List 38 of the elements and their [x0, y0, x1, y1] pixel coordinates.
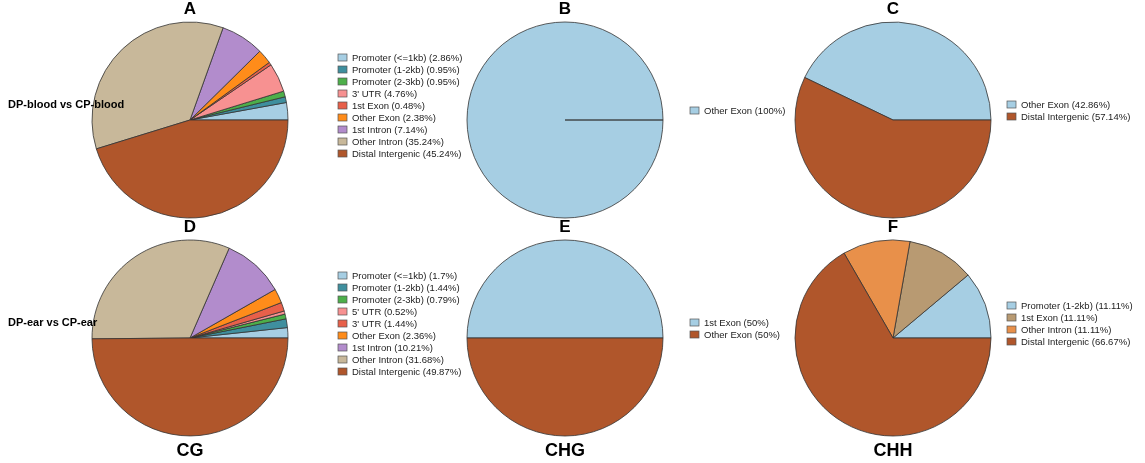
- text: DP-blood vs CP-blood: [8, 98, 125, 110]
- legend-label: Distal Intergenic (66.67%): [1021, 336, 1131, 347]
- legend-label: Other Exon (2.36%): [352, 330, 436, 341]
- legend-label: Other Exon (42.86%): [1021, 99, 1111, 110]
- chart-title: A: [183, 0, 197, 18]
- legend-label: Other Exon (2.38%): [352, 112, 436, 123]
- legend-label: Other Exon (100%): [704, 105, 786, 116]
- text: CHG: [545, 440, 585, 460]
- legend-label: Distal Intergenic (57.14%): [1021, 111, 1131, 122]
- chart-title: D: [183, 217, 197, 236]
- legend-label: 3' UTR (4.76%): [352, 88, 418, 99]
- legend-label: Other Intron (31.68%): [352, 354, 444, 365]
- legend-label: 5' UTR (0.52%): [352, 306, 418, 317]
- legend-label: 1st Exon (0.48%): [352, 100, 425, 111]
- legend-label: 1st Exon (11.11%): [1021, 312, 1098, 323]
- legend-label: Promoter (1-2kb) (0.95%): [352, 64, 460, 75]
- text: CHH: [873, 440, 913, 460]
- chart-title: E: [559, 217, 571, 236]
- chart-title: C: [886, 0, 900, 18]
- chart-title: F: [887, 217, 899, 236]
- legend-label: Other Intron (11.11%): [1021, 324, 1112, 335]
- legend-label: Promoter (<=1kb) (2.86%): [352, 52, 463, 63]
- legend-label: Other Exon (50%): [704, 329, 781, 340]
- legend-label: 1st Intron (7.14%): [352, 124, 428, 135]
- text: DP-ear vs CP-ear: [8, 316, 98, 328]
- legend-label: Promoter (2-3kb) (0.95%): [352, 76, 460, 87]
- legend-label: 3' UTR (1.44%): [352, 318, 418, 329]
- text: CG: [176, 440, 204, 460]
- legend-label: Promoter (2-3kb) (0.79%): [352, 294, 460, 305]
- legend-label: Other Intron (35.24%): [352, 136, 444, 147]
- chart-title: B: [558, 0, 572, 18]
- legend-label: 1st Exon (50%): [704, 317, 769, 328]
- legend-label: Promoter (1-2kb) (1.44%): [352, 282, 460, 293]
- legend-label: Promoter (1-2kb) (11.11%): [1021, 300, 1133, 311]
- legend-label: Promoter (<=1kb) (1.7%): [352, 270, 458, 281]
- legend-label: Distal Intergenic (45.24%): [352, 148, 462, 159]
- legend-label: Distal Intergenic (49.87%): [352, 366, 462, 377]
- legend-label: 1st Intron (10.21%): [352, 342, 433, 353]
